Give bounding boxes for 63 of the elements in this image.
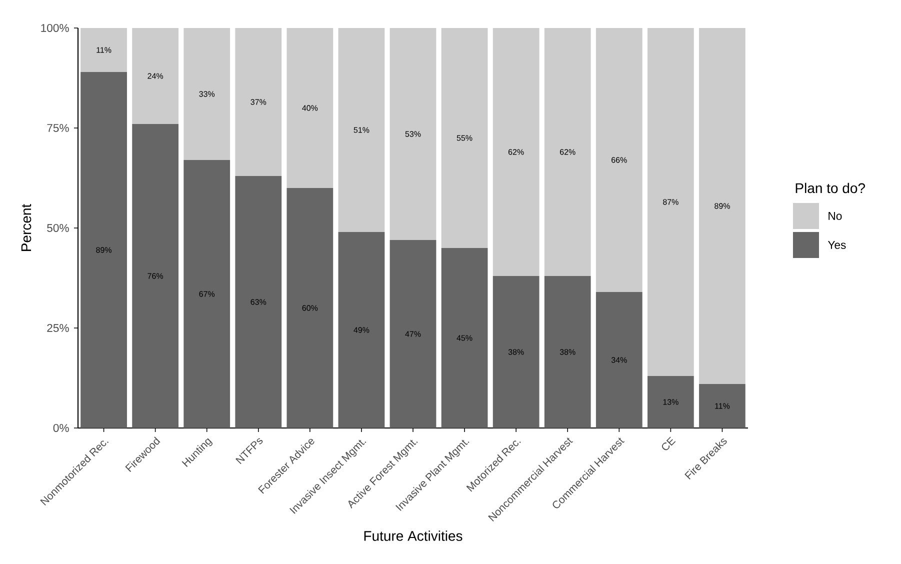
x-axis-title: Future Activities: [364, 530, 462, 541]
bar: [544, 276, 591, 428]
bar: [596, 28, 642, 292]
bar: [648, 376, 694, 428]
data-label: 55%: [456, 135, 472, 141]
legend-label: Yes: [828, 241, 846, 249]
y-tick-label: 75%: [47, 124, 69, 132]
data-label: 34%: [611, 357, 627, 363]
y-tick-label: 0%: [53, 424, 69, 432]
data-label: 89%: [96, 247, 112, 253]
bar: [286, 28, 334, 188]
bar: [80, 28, 127, 72]
bar: [441, 248, 488, 428]
bar: [338, 232, 385, 428]
data-label: 63%: [250, 299, 266, 305]
data-label: 13%: [663, 399, 678, 405]
bar: [80, 72, 127, 428]
data-label: 11%: [96, 47, 112, 53]
x-tick-label: CE: [662, 436, 676, 450]
data-label: 49%: [354, 327, 370, 333]
data-label: 24%: [148, 73, 164, 79]
legend-label: No: [828, 212, 842, 220]
bar: [132, 28, 179, 124]
bar: [132, 124, 179, 428]
data-label: 89%: [714, 203, 730, 209]
bar: [648, 28, 694, 376]
bar: [492, 276, 540, 428]
data-label: 60%: [302, 305, 318, 311]
data-label: 66%: [612, 157, 627, 163]
bar: [390, 28, 436, 240]
bar: [596, 292, 642, 428]
bar: [235, 176, 282, 428]
bar: [390, 240, 436, 428]
bar: [338, 28, 385, 232]
data-label: 37%: [250, 99, 266, 105]
data-label: 67%: [199, 291, 215, 297]
bar: [699, 28, 746, 384]
bar: [441, 28, 488, 248]
legend-title: Plan to do?: [796, 182, 865, 194]
data-label: 87%: [663, 199, 678, 205]
bar: [699, 384, 746, 428]
y-tick-label: 100%: [41, 24, 69, 32]
data-label: 47%: [405, 331, 421, 337]
data-label: 38%: [508, 349, 524, 355]
data-label: 45%: [456, 335, 472, 341]
bar: [184, 160, 230, 428]
data-label: 11%: [715, 403, 730, 409]
data-label: 62%: [508, 149, 524, 155]
data-label: 51%: [354, 127, 370, 133]
bar: [544, 28, 591, 276]
bar: [184, 28, 230, 160]
data-label: 53%: [405, 131, 421, 137]
y-axis-title: Percent: [21, 204, 32, 251]
data-label: 62%: [560, 149, 576, 155]
y-tick-label: 25%: [47, 324, 69, 332]
data-label: 76%: [148, 273, 164, 279]
bar: [286, 188, 334, 428]
data-label: 40%: [302, 105, 318, 111]
y-tick-label: 50%: [47, 224, 69, 232]
data-label: 33%: [199, 91, 215, 97]
bar: [235, 28, 282, 176]
data-label: 38%: [560, 349, 576, 355]
bar: [492, 28, 540, 276]
